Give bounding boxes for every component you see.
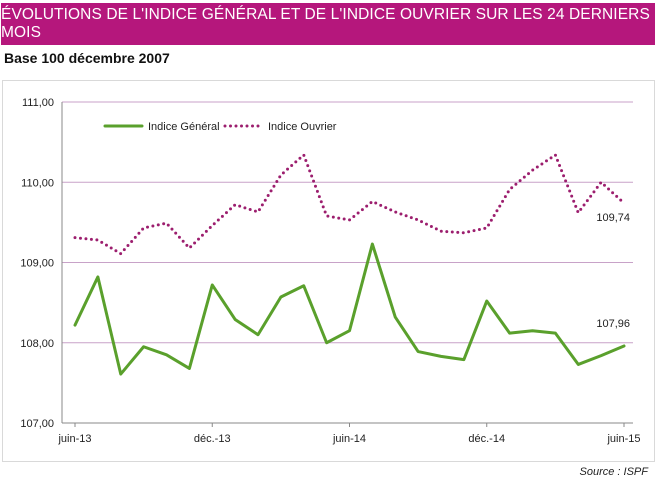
- series-line-indice-general: [73, 242, 626, 376]
- end-value-label: 109,74: [596, 212, 630, 224]
- y-tick-label: 107,00: [20, 418, 54, 430]
- y-tick-label: 111,00: [22, 97, 54, 109]
- y-tick-label: 109,00: [20, 258, 54, 270]
- x-tick-label: déc.-14: [468, 433, 505, 445]
- chart-subtitle: Base 100 décembre 2007: [4, 50, 170, 66]
- chart-frame: [2, 80, 655, 462]
- x-tick-label: déc.-13: [194, 433, 231, 445]
- x-tick-label: juin-15: [606, 433, 640, 445]
- legend-label: Indice Ouvrier: [268, 121, 337, 133]
- chart-title-banner: ÉVOLUTIONS DE L'INDICE GÉNÉRAL ET DE L'I…: [1, 3, 655, 45]
- x-tick-label: juin-13: [57, 433, 91, 445]
- y-tick-label: 110,00: [21, 177, 54, 189]
- source-note: Source : ISPF: [579, 466, 648, 478]
- x-tick-label: juin-14: [332, 433, 366, 445]
- end-value-label: 107,96: [596, 318, 630, 330]
- legend-label: Indice Général: [148, 121, 220, 133]
- series-line-indice-ouvrier: [73, 153, 626, 256]
- y-tick-label: 108,00: [20, 338, 54, 350]
